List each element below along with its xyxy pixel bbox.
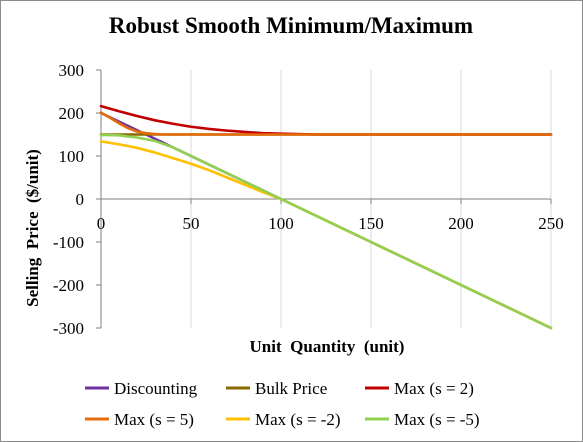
y-tick-label: 100: [59, 147, 85, 166]
legend-label-discounting: Discounting: [114, 379, 198, 398]
series-line-max-s-5: [99, 111, 553, 136]
y-tick-label: -100: [53, 233, 84, 252]
legend-label-max-s-5: Max (s = 5): [114, 410, 194, 429]
legend-label-max-s-5: Max (s = -5): [394, 410, 480, 429]
x-tick-label: 100: [268, 214, 294, 233]
y-tick-label: -300: [53, 319, 84, 338]
y-tick-label: 0: [76, 190, 85, 209]
axes: [96, 69, 552, 329]
x-tick-label: 250: [538, 214, 564, 233]
legend: Discounting Bulk Price Max (s = 2) Max (s =…: [85, 379, 480, 429]
y-axis-label: Selling Price ($/unit): [23, 149, 42, 307]
x-tick-label: 150: [358, 214, 384, 233]
y-tick-label: 300: [59, 61, 85, 80]
series-line-max-s-2: [99, 140, 553, 330]
tick-labels: 300 200 100 0 -100 -200 -300 0 50 100 150 200 250: [53, 61, 564, 338]
series-layer: [99, 104, 553, 330]
legend-label-max-s-2: Max (s = 2): [394, 379, 474, 398]
x-axis-label: Unit Quantity (unit): [250, 337, 405, 356]
y-tick-label: -200: [53, 276, 84, 295]
x-tick-label: 200: [448, 214, 474, 233]
x-tick-label: 50: [183, 214, 200, 233]
legend-label-bulk-price: Bulk Price: [255, 379, 327, 398]
y-tick-label: 200: [59, 104, 85, 123]
x-tick-label: 0: [97, 214, 106, 233]
series-line-max-s-2: [99, 104, 553, 136]
legend-label-max-s-2: Max (s = -2): [255, 410, 341, 429]
chart-title: Robust Smooth Minimum/Maximum: [109, 13, 473, 38]
series-line-max-s-5: [99, 133, 553, 330]
